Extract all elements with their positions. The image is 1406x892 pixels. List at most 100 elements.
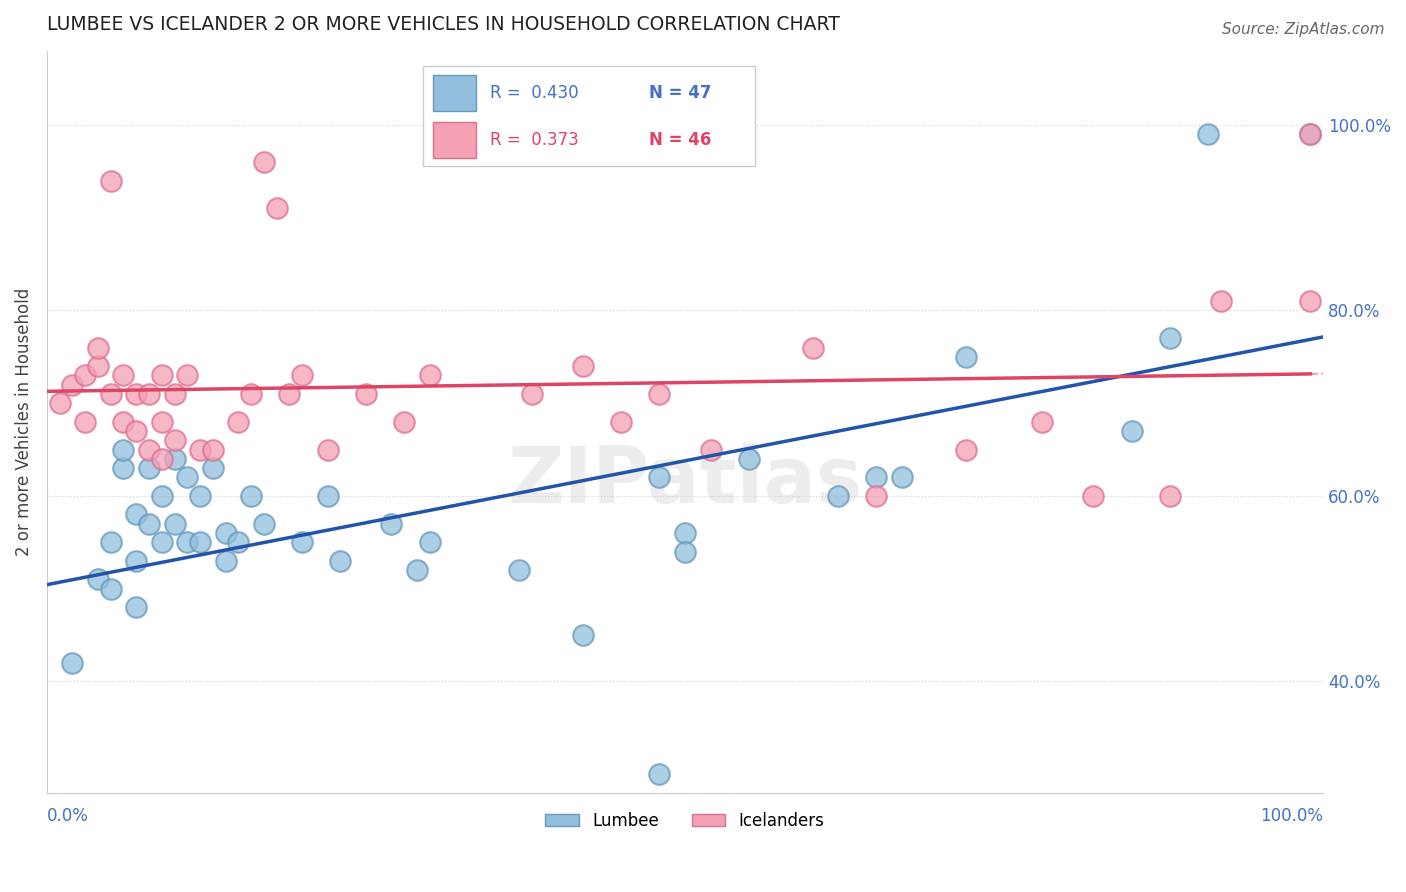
Point: [406, 563, 429, 577]
Point: [75, 368, 97, 383]
Text: LUMBEE VS ICELANDER 2 OR MORE VEHICLES IN HOUSEHOLD CORRELATION CHART: LUMBEE VS ICELANDER 2 OR MORE VEHICLES I…: [46, 15, 839, 34]
Text: Source: ZipAtlas.com: Source: ZipAtlas.com: [1222, 22, 1385, 37]
Point: [150, 489, 173, 503]
Point: [100, 582, 122, 596]
Point: [240, 387, 263, 401]
Point: [201, 442, 224, 457]
Point: [188, 489, 211, 503]
Text: 0.0%: 0.0%: [46, 806, 89, 824]
Text: ZIPatlas: ZIPatlas: [508, 443, 862, 519]
Point: [648, 767, 671, 781]
Point: [163, 434, 186, 448]
Point: [572, 628, 595, 642]
Point: [827, 489, 849, 503]
Point: [150, 368, 173, 383]
Point: [253, 516, 276, 531]
Point: [138, 387, 160, 401]
Point: [87, 359, 110, 373]
Point: [648, 387, 671, 401]
Text: 100.0%: 100.0%: [1260, 806, 1323, 824]
Point: [125, 508, 148, 522]
Point: [508, 563, 530, 577]
Point: [865, 470, 887, 484]
Point: [176, 368, 198, 383]
Point: [138, 516, 160, 531]
Point: [673, 526, 696, 541]
Point: [278, 387, 301, 401]
Point: [201, 461, 224, 475]
Point: [214, 554, 236, 568]
Point: [138, 461, 160, 475]
Point: [188, 442, 211, 457]
Point: [163, 387, 186, 401]
Point: [801, 341, 824, 355]
Point: [1159, 331, 1181, 345]
Point: [176, 470, 198, 484]
Point: [1299, 294, 1322, 309]
Point: [394, 415, 416, 429]
Point: [125, 554, 148, 568]
Point: [520, 387, 543, 401]
Point: [865, 489, 887, 503]
Point: [163, 516, 186, 531]
Point: [62, 656, 84, 670]
Point: [150, 415, 173, 429]
Point: [240, 489, 263, 503]
Point: [125, 424, 148, 438]
Point: [572, 359, 595, 373]
Point: [380, 516, 402, 531]
Point: [87, 341, 110, 355]
Point: [214, 526, 236, 541]
Point: [673, 544, 696, 558]
Point: [738, 451, 761, 466]
Point: [1299, 128, 1322, 142]
Point: [354, 387, 377, 401]
Point: [176, 535, 198, 549]
Point: [87, 573, 110, 587]
Point: [112, 442, 135, 457]
Point: [1083, 489, 1105, 503]
Point: [125, 600, 148, 615]
Point: [1031, 415, 1053, 429]
Point: [419, 535, 441, 549]
Point: [955, 442, 977, 457]
Point: [316, 442, 339, 457]
Point: [100, 535, 122, 549]
Point: [419, 368, 441, 383]
Point: [138, 442, 160, 457]
Point: [1121, 424, 1143, 438]
Point: [1299, 128, 1322, 142]
Point: [228, 415, 250, 429]
Point: [112, 368, 135, 383]
Point: [1159, 489, 1181, 503]
Point: [62, 377, 84, 392]
Point: [329, 554, 352, 568]
Point: [48, 396, 70, 410]
Legend: Lumbee, Icelanders: Lumbee, Icelanders: [538, 805, 831, 836]
Point: [1209, 294, 1232, 309]
Point: [112, 461, 135, 475]
Point: [891, 470, 914, 484]
Point: [100, 387, 122, 401]
Point: [125, 387, 148, 401]
Point: [150, 451, 173, 466]
Point: [163, 451, 186, 466]
Point: [150, 535, 173, 549]
Point: [228, 535, 250, 549]
Point: [1197, 128, 1219, 142]
Point: [112, 415, 135, 429]
Point: [955, 350, 977, 364]
Point: [699, 442, 721, 457]
Point: [188, 535, 211, 549]
Point: [100, 174, 122, 188]
Point: [253, 155, 276, 169]
Point: [291, 535, 314, 549]
Point: [610, 415, 633, 429]
Point: [648, 470, 671, 484]
Point: [316, 489, 339, 503]
Point: [75, 415, 97, 429]
Point: [266, 202, 288, 216]
Point: [291, 368, 314, 383]
Point: [163, 860, 186, 874]
Y-axis label: 2 or more Vehicles in Household: 2 or more Vehicles in Household: [15, 287, 32, 556]
